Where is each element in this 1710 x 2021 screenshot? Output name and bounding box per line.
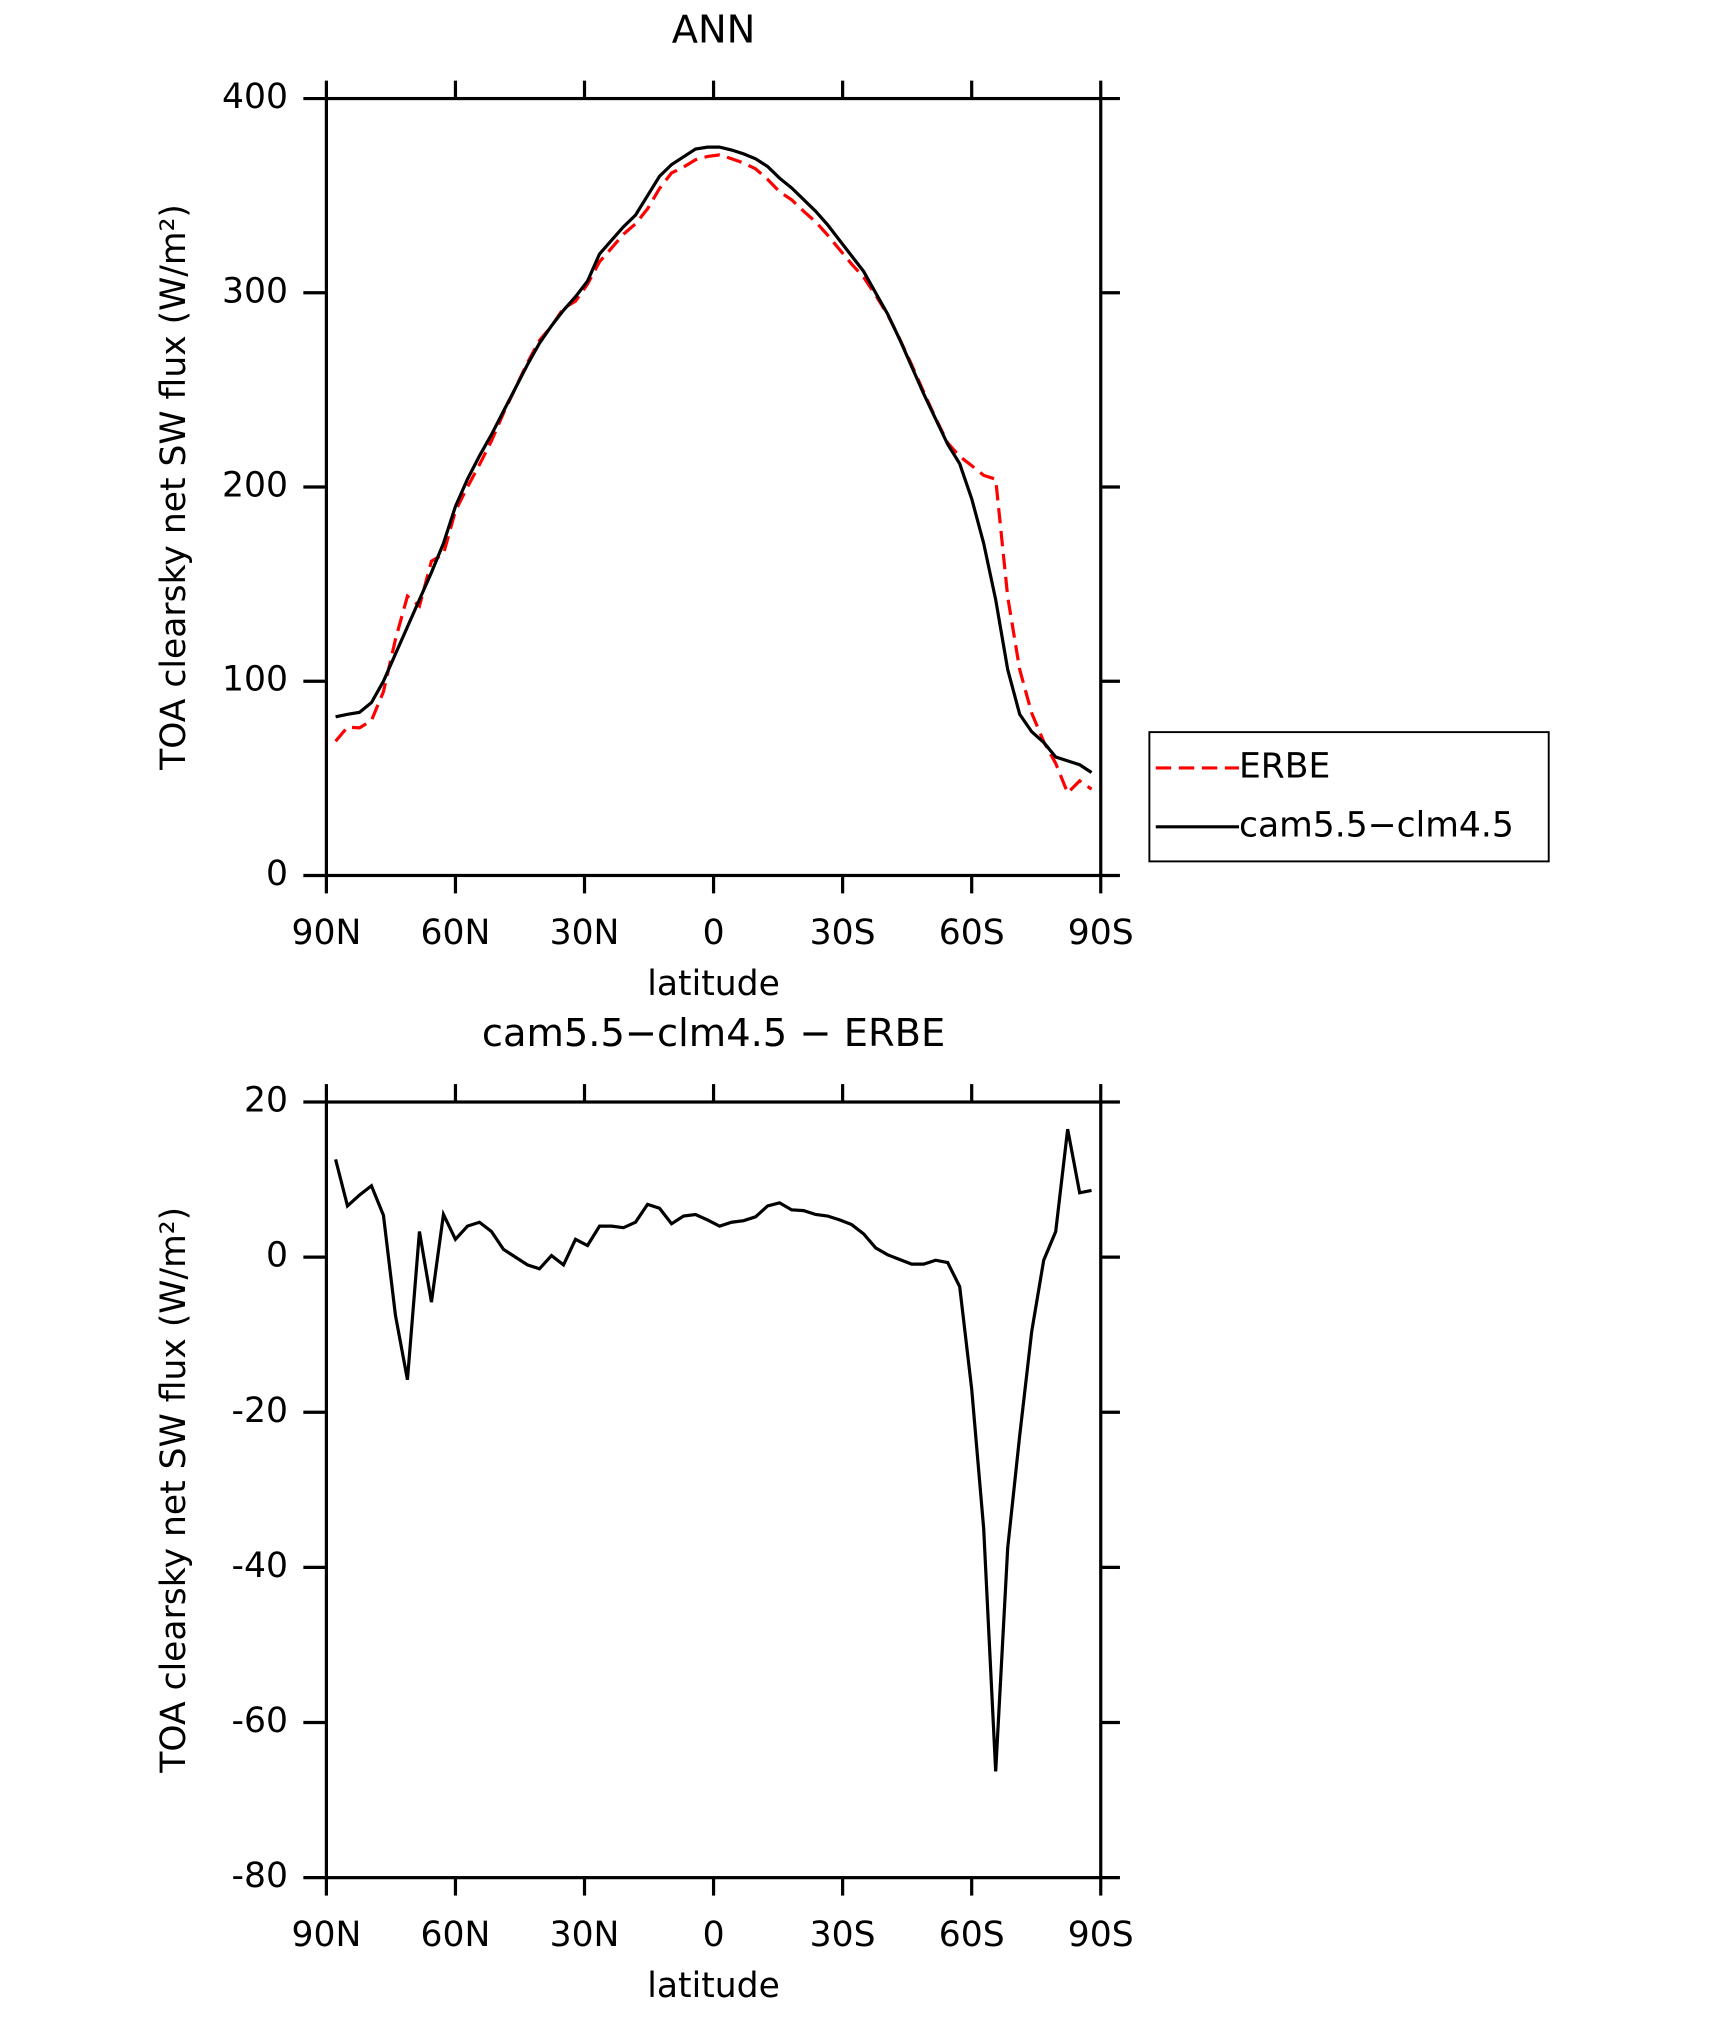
chart-title: cam5.5−clm4.5 − ERBE — [482, 1011, 945, 1056]
x-tick-label: 60N — [421, 1915, 491, 1955]
x-tick-label: 30S — [810, 913, 876, 953]
y-tick-label: -60 — [232, 1701, 288, 1741]
y-tick-label: -20 — [232, 1391, 288, 1431]
x-tick-label: 0 — [703, 1915, 725, 1955]
y-axis-label: TOA clearsky net SW flux (W/m²) — [154, 1207, 194, 1774]
x-axis-label: latitude — [647, 964, 780, 1004]
x-tick-label: 90N — [291, 913, 361, 953]
legend-label: cam5.5−clm4.5 — [1239, 805, 1514, 845]
x-tick-label: 90S — [1068, 913, 1134, 953]
y-tick-label: -40 — [232, 1546, 288, 1586]
x-tick-label: 30S — [810, 1915, 876, 1955]
legend-label: ERBE — [1239, 746, 1330, 786]
x-tick-label: 90S — [1068, 1915, 1134, 1955]
y-tick-label: 0 — [266, 1236, 288, 1276]
plot-frame — [324, 96, 1103, 878]
y-tick-label: 100 — [222, 660, 288, 700]
x-tick-label: 60S — [939, 1915, 1005, 1955]
y-tick-label: 400 — [222, 77, 288, 117]
x-tick-label: 0 — [703, 913, 725, 953]
legend-box — [1148, 731, 1550, 863]
legend — [1148, 731, 1550, 863]
y-tick-label: 300 — [222, 271, 288, 311]
x-tick-label: 60S — [939, 913, 1005, 953]
chart-title: ANN — [672, 7, 756, 52]
y-tick-label: 0 — [266, 854, 288, 894]
x-tick-label: 30N — [550, 1915, 620, 1955]
data-line — [334, 153, 1093, 796]
data-line — [334, 1128, 1092, 1772]
x-tick-label: 90N — [291, 1915, 361, 1955]
x-tick-label: 60N — [421, 913, 491, 953]
data-line — [335, 145, 1093, 774]
x-axis-label: latitude — [647, 1966, 780, 2006]
y-tick-label: 20 — [244, 1081, 288, 1121]
x-tick-label: 30N — [550, 913, 620, 953]
y-axis-label: TOA clearsky net SW flux (W/m²) — [154, 204, 194, 771]
y-tick-label: -80 — [232, 1856, 288, 1896]
y-tick-label: 200 — [222, 466, 288, 506]
